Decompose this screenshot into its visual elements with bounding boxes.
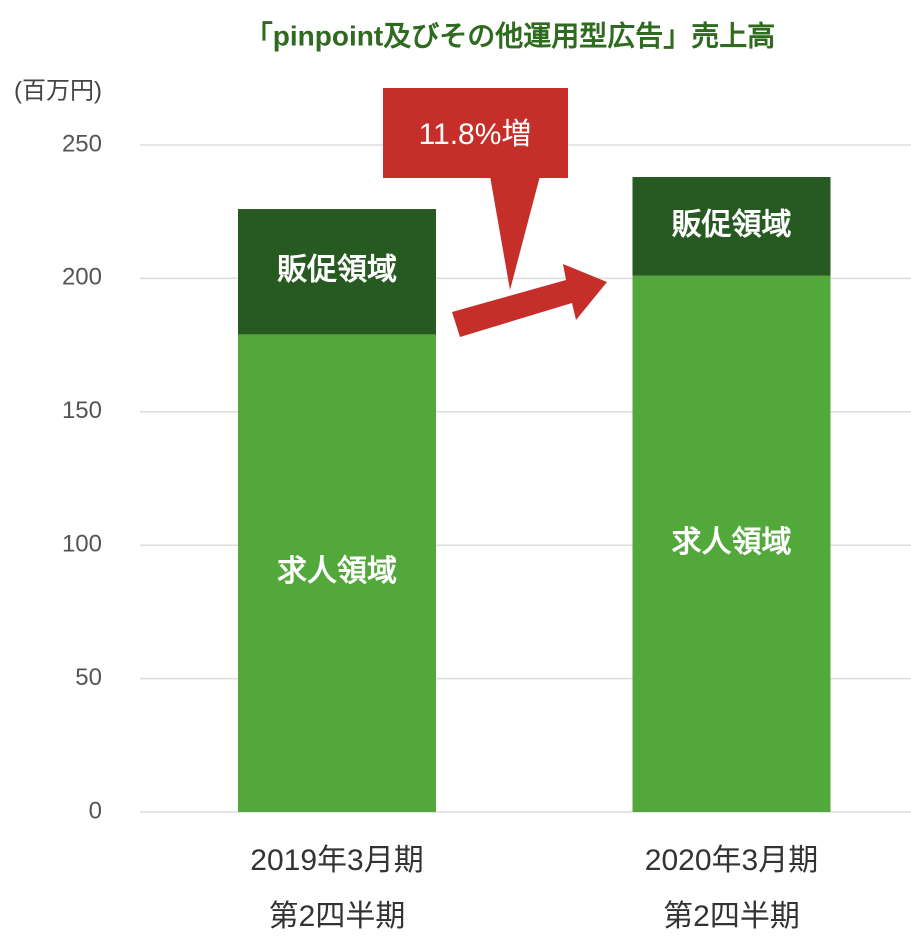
x-tick-label: 第2四半期 — [269, 900, 406, 933]
bar-segment — [632, 177, 831, 276]
bar-segment — [238, 334, 436, 812]
y-tick-label: 250 — [62, 130, 102, 157]
y-axis-label: (百万円) — [14, 77, 102, 104]
segment-label: 販促領域 — [672, 207, 792, 241]
y-tick-label: 0 — [89, 797, 102, 824]
segment-label: 求人領域 — [672, 525, 792, 559]
x-tick-label: 2020年3月期 — [645, 844, 818, 877]
y-tick-label: 100 — [62, 531, 102, 558]
bar-segment — [238, 209, 436, 335]
segment-label: 販促領域 — [277, 253, 397, 287]
x-tick-label: 2019年3月期 — [250, 844, 423, 877]
y-tick-label: 150 — [62, 397, 102, 424]
y-tick-label: 50 — [75, 664, 102, 691]
annotation: 11.8%増 — [419, 118, 532, 151]
segment-label: 求人領域 — [277, 554, 397, 588]
callout: 11.8%増 — [383, 88, 607, 337]
bar-segment — [632, 275, 831, 812]
chart-title: 「pinpoint及びその他運用型広告」売上高 — [245, 19, 775, 51]
callout-pointer — [490, 176, 540, 290]
arrow — [452, 264, 607, 337]
y-tick-label: 200 — [62, 264, 102, 291]
callout-box — [383, 88, 568, 178]
x-tick-label: 第2四半期 — [663, 900, 800, 933]
